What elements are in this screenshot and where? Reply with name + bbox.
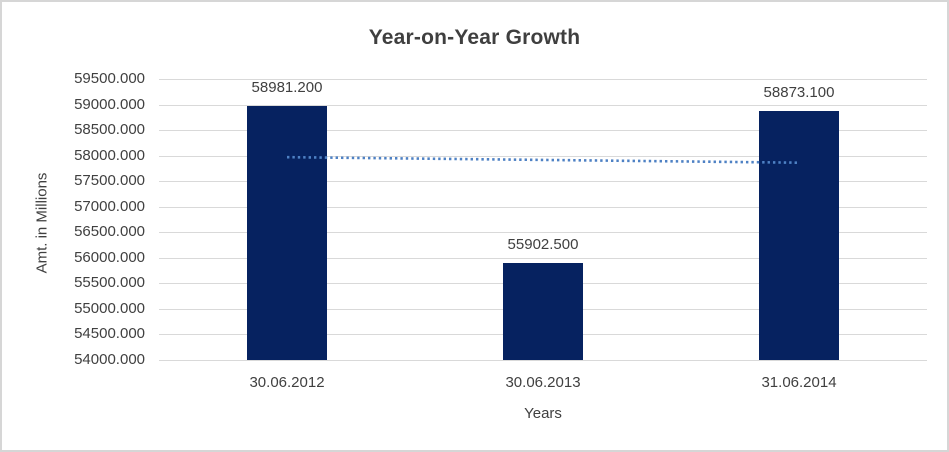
x-axis-title: Years	[524, 405, 562, 422]
x-axis-tick-label: 30.06.2012	[249, 374, 325, 391]
y-axis-tick-label: 58000.000	[74, 146, 145, 164]
y-axis-tick-label: 57000.000	[74, 197, 145, 215]
gridline	[159, 79, 927, 80]
gridline	[159, 104, 927, 106]
gridline	[159, 257, 927, 259]
y-axis-tick-label: 59500.000	[74, 70, 145, 87]
gridline	[159, 360, 927, 361]
gridline	[159, 206, 927, 208]
bar-30.06.2012	[247, 105, 327, 360]
y-axis-tick-label: 58500.000	[74, 121, 145, 139]
y-axis-title: Amt. in Millions	[33, 172, 51, 274]
gridline	[159, 232, 927, 234]
bar-31.06.2014	[759, 111, 839, 360]
y-axis-tick-label: 55000.000	[74, 299, 145, 317]
y-axis-tick-label: 59000.000	[74, 95, 145, 113]
x-axis-tick-label: 31.06.2014	[761, 374, 837, 391]
gridline	[159, 181, 927, 183]
gridline	[159, 130, 927, 132]
y-axis-tick-label: 56000.000	[74, 248, 145, 266]
y-axis-tick-label: 54000.000	[74, 351, 145, 368]
y-axis-tick-label: 55500.000	[74, 274, 145, 292]
bar-data-label: 58981.200	[251, 78, 323, 96]
chart-title: Year-on-Year Growth	[368, 26, 581, 49]
bar-data-label: 55902.500	[507, 235, 579, 253]
x-axis-tick-label: 30.06.2013	[505, 374, 581, 391]
y-axis-tick-label: 57500.000	[74, 172, 145, 190]
y-axis-tick-label: 54500.000	[74, 325, 145, 343]
bar-30.06.2013	[503, 262, 583, 360]
y-axis-tick-label: 56500.000	[74, 223, 145, 241]
bar-data-label: 58873.100	[763, 84, 835, 102]
